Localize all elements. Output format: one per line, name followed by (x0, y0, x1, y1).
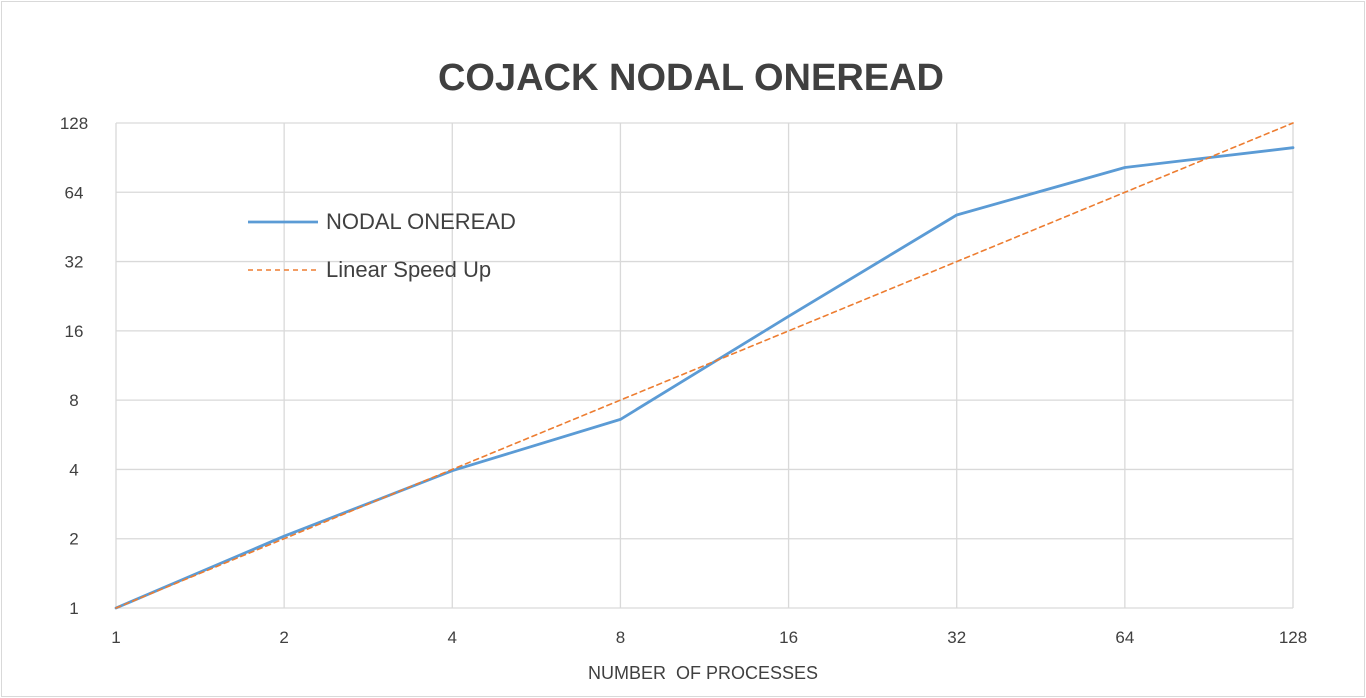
legend-label-linear-speed-up: Linear Speed Up (326, 257, 491, 282)
x-tick-label: 128 (1279, 628, 1307, 647)
series-line-nodal-oneread (114, 146, 1295, 610)
legend: NODAL ONEREAD Linear Speed Up (248, 209, 516, 282)
x-tick-label: 2 (279, 628, 288, 647)
x-tick-labels: 1 2 4 8 16 32 64 128 (111, 628, 1307, 647)
series-line-linear-speed-up (115, 122, 1294, 609)
y-tick-label: 64 (65, 183, 84, 202)
y-tick-label: 32 (65, 253, 84, 272)
grid-lines (115, 122, 1294, 609)
x-tick-label: 8 (616, 628, 625, 647)
chart-title: COJACK NODAL ONEREAD (438, 57, 944, 99)
x-tick-label: 16 (779, 628, 798, 647)
legend-label-nodal-oneread: NODAL ONEREAD (326, 209, 516, 234)
series-group (114, 122, 1295, 610)
y-tick-label: 4 (69, 460, 78, 479)
y-tick-label: 1 (69, 599, 78, 618)
x-tick-label: 32 (947, 628, 966, 647)
y-tick-label: 8 (69, 391, 78, 410)
y-tick-label: 2 (69, 530, 78, 549)
x-axis-title: NUMBER OF PROCESSES (588, 663, 818, 683)
y-tick-label: 16 (65, 322, 84, 341)
x-tick-label: 64 (1115, 628, 1134, 647)
x-tick-label: 4 (448, 628, 457, 647)
y-tick-labels: 1 2 4 8 16 32 64 128 (60, 114, 88, 618)
x-tick-label: 1 (111, 628, 120, 647)
y-tick-label: 128 (60, 114, 88, 133)
